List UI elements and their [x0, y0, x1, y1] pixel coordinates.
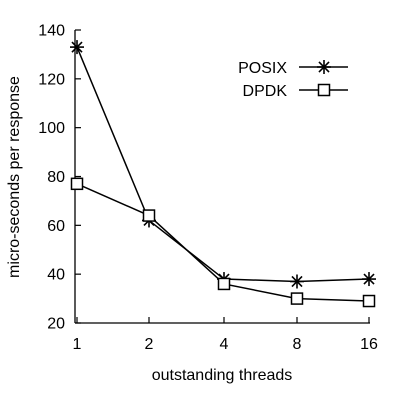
- data-point-posix: [290, 274, 304, 289]
- legend-label-posix: POSIX: [238, 60, 287, 77]
- x-tick-label: 2: [145, 336, 154, 353]
- y-tick-label: 120: [38, 71, 65, 88]
- series-layer: [70, 40, 376, 308]
- y-tick-label: 100: [38, 120, 65, 137]
- x-tick-label: 1: [73, 336, 82, 353]
- x-tick-label: 4: [220, 336, 229, 353]
- data-point-dpdk: [142, 209, 156, 222]
- y-tick-label: 20: [47, 316, 65, 333]
- legend: POSIX DPDK: [238, 60, 348, 100]
- y-axis-label: micro-seconds per response: [6, 76, 23, 278]
- y-tick-label: 60: [47, 218, 65, 235]
- data-point-posix: [70, 40, 84, 55]
- legend-label-dpdk: DPDK: [243, 83, 288, 100]
- x-axis-label: outstanding threads: [152, 367, 293, 384]
- data-point-dpdk: [217, 277, 231, 291]
- x-tick-label: 16: [360, 336, 378, 353]
- y-tick-label: 40: [47, 267, 65, 284]
- data-point-posix: [362, 272, 376, 287]
- legend-marker-dpdk: [317, 83, 331, 97]
- y-tick-label: 80: [47, 169, 65, 186]
- series-line-posix: [76, 46, 370, 283]
- y-tick-label: 140: [38, 23, 65, 40]
- data-point-dpdk: [362, 294, 376, 308]
- x-tick-label: 8: [293, 336, 302, 353]
- y-axis-ticks: 20 40 60 80 100 120 140: [38, 23, 81, 333]
- legend-marker-posix: [317, 60, 331, 74]
- data-point-dpdk: [70, 177, 84, 191]
- x-axis-ticks: 1 2 4 8 16: [73, 317, 378, 353]
- data-point-dpdk: [290, 292, 304, 305]
